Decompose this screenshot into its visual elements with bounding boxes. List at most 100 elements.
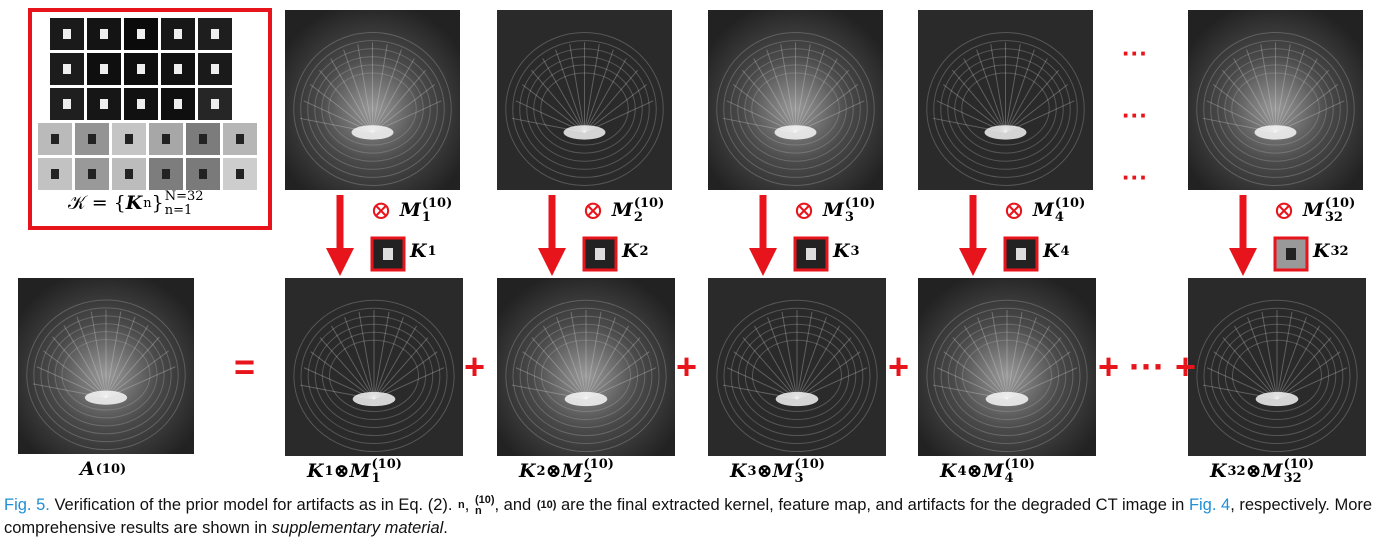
ct-ring bbox=[329, 339, 419, 412]
ct-streak bbox=[741, 69, 796, 133]
ct-streak bbox=[1212, 84, 1276, 133]
kernel-set-sub2: n=1 bbox=[164, 203, 193, 218]
ct-ring bbox=[307, 48, 438, 170]
sub-sup: 3 bbox=[748, 465, 757, 479]
ct-streak bbox=[1006, 337, 1062, 400]
ct-ring bbox=[300, 307, 448, 445]
caption-text: Fig. 4 bbox=[1188, 496, 1231, 514]
ct-streak bbox=[1276, 325, 1321, 400]
ct-ring bbox=[321, 331, 427, 421]
ct-streak bbox=[584, 58, 627, 133]
ct-bright bbox=[84, 390, 128, 405]
math-base: K bbox=[519, 460, 536, 482]
ct-ring bbox=[540, 72, 629, 146]
ct-ring bbox=[40, 315, 172, 435]
ct-background bbox=[285, 10, 460, 190]
math-sub: 3 bbox=[844, 210, 854, 225]
caption-text: , and bbox=[494, 496, 536, 514]
ct-streak bbox=[1006, 311, 1023, 400]
ct-streak bbox=[372, 58, 415, 133]
ct-ring bbox=[314, 56, 431, 162]
math-base: M bbox=[561, 460, 583, 482]
ct-ring bbox=[1203, 40, 1348, 178]
ct-ring bbox=[1231, 72, 1320, 146]
ct-streak bbox=[1005, 69, 1060, 133]
ct-streak bbox=[373, 317, 404, 400]
ct-bright bbox=[563, 125, 606, 140]
product-op: ⊗ bbox=[1245, 460, 1262, 482]
product-op: ⊗ bbox=[333, 460, 350, 482]
ct-streak bbox=[1276, 337, 1332, 400]
ct-image bbox=[18, 278, 194, 454]
ct-streak bbox=[584, 44, 600, 133]
ct-streak bbox=[531, 337, 587, 400]
ct-streak bbox=[330, 58, 373, 133]
math-sub: n bbox=[458, 499, 465, 512]
math-base: M bbox=[1302, 199, 1324, 221]
ct-bright bbox=[984, 125, 1027, 140]
ct-bright bbox=[564, 391, 608, 407]
caption-math: n bbox=[457, 496, 465, 514]
kernel-tile-center bbox=[88, 169, 96, 179]
kernel-tile-center bbox=[199, 169, 207, 179]
ct-background bbox=[1188, 278, 1366, 456]
ct-streak bbox=[990, 44, 1006, 133]
ct-ring bbox=[933, 307, 1081, 445]
ct-ring bbox=[1217, 56, 1334, 162]
math-sub: 2 bbox=[639, 244, 649, 259]
math-base: K bbox=[1043, 240, 1060, 262]
ct-bright bbox=[1254, 125, 1297, 140]
ct-background bbox=[285, 278, 463, 456]
ct-streak bbox=[1005, 58, 1048, 133]
math-sub: 4 bbox=[1054, 210, 1064, 225]
ct-streak bbox=[963, 325, 1008, 400]
math-sup: (10) bbox=[1324, 196, 1356, 211]
kernel-set-rhs: } bbox=[151, 192, 164, 214]
ct-ring bbox=[716, 32, 875, 186]
ct-background bbox=[708, 278, 886, 456]
math-base: M bbox=[772, 460, 794, 482]
ct-ring bbox=[737, 56, 854, 162]
ct-ring bbox=[300, 40, 445, 178]
ct-ring bbox=[1196, 32, 1355, 186]
product-op: ⊗ bbox=[545, 460, 562, 482]
kernel-thumb-center bbox=[806, 248, 816, 260]
ct-streak bbox=[951, 69, 1006, 133]
sub-sup: (10) 3 bbox=[795, 458, 825, 486]
ct-streak bbox=[1222, 337, 1278, 400]
ct-streak bbox=[795, 58, 838, 133]
kernel-tile-center bbox=[174, 29, 182, 39]
feature-label: ⊗ M (10) 32 bbox=[1273, 196, 1355, 226]
ct-streak bbox=[373, 311, 390, 400]
math-sub: 1 bbox=[427, 244, 437, 259]
ct-streak bbox=[1275, 58, 1318, 133]
math-sup: (10) bbox=[474, 493, 495, 506]
conv-symbol: ⊗ bbox=[582, 196, 604, 226]
kernel-tile-center bbox=[211, 29, 219, 39]
ct-streak bbox=[976, 49, 1006, 133]
ct-ring bbox=[1210, 315, 1344, 437]
sub-sup: 3 bbox=[851, 245, 860, 259]
ct-streak bbox=[105, 316, 136, 398]
kernel-tile-center bbox=[137, 99, 145, 109]
math-sub: 2 bbox=[633, 210, 643, 225]
math-sub: 1 bbox=[371, 471, 381, 486]
math-base: A bbox=[80, 458, 95, 480]
ct-ring bbox=[307, 315, 441, 437]
caption-math: (10) bbox=[536, 496, 557, 514]
ct-streak bbox=[1247, 317, 1278, 400]
math-sub: 1 bbox=[421, 210, 431, 225]
ct-ring bbox=[26, 299, 186, 451]
ct-streak bbox=[584, 84, 648, 133]
caption-text: supplementary material bbox=[271, 518, 444, 537]
ct-streak bbox=[742, 337, 798, 400]
kernel-set-sub: n bbox=[143, 196, 152, 211]
math-sup: (10) bbox=[844, 196, 876, 211]
ct-ring bbox=[1203, 307, 1351, 445]
ct-ring bbox=[947, 56, 1064, 162]
ct-streak bbox=[991, 311, 1008, 400]
operator: = bbox=[234, 346, 256, 387]
ct-background bbox=[497, 278, 675, 456]
